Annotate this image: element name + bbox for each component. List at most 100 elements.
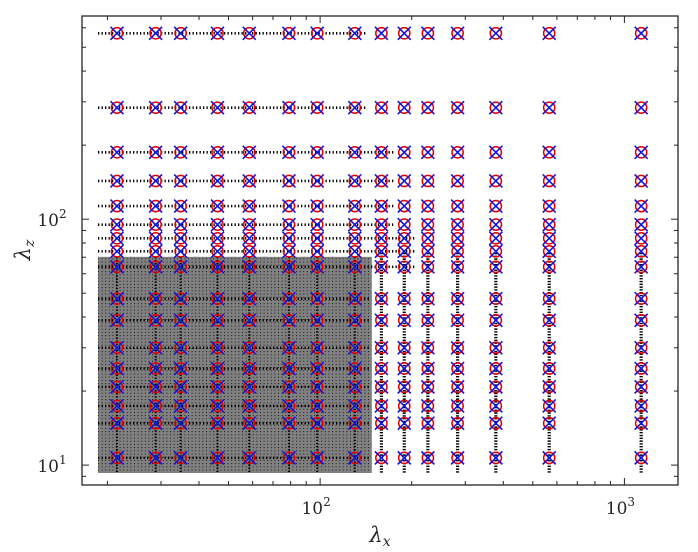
x-marker [210, 26, 225, 41]
circle-marker [211, 380, 224, 394]
x-marker [281, 100, 297, 115]
x-marker [210, 361, 225, 376]
circle-marker [242, 260, 256, 274]
x-marker [148, 199, 163, 214]
x-marker [242, 199, 257, 214]
x-marker [310, 340, 325, 355]
circle-marker [149, 451, 162, 465]
circle-marker [375, 218, 388, 231]
circle-marker [375, 199, 388, 213]
x-marker [542, 379, 557, 394]
circle-marker [211, 260, 224, 274]
circle-marker [489, 341, 503, 355]
circle-marker [451, 145, 464, 159]
x-marker [420, 217, 435, 232]
x-marker [542, 416, 557, 431]
circle-marker [348, 292, 362, 306]
x-marker [542, 173, 557, 189]
x-marker [634, 145, 649, 160]
x-marker [210, 313, 225, 328]
x-marker [450, 416, 465, 431]
x-marker [374, 313, 389, 328]
plot-area [98, 26, 649, 473]
circle-marker [421, 313, 435, 327]
circle-marker [149, 399, 162, 413]
circle-marker [110, 174, 124, 188]
x-marker [397, 145, 412, 160]
x-marker [281, 416, 297, 431]
x-marker [281, 361, 297, 376]
circle-marker [489, 101, 503, 115]
x-marker [420, 26, 435, 41]
circle-marker [110, 26, 124, 40]
circle-marker [149, 416, 162, 430]
x-marker [488, 379, 503, 394]
x-marker [347, 313, 362, 328]
circle-marker [375, 380, 388, 394]
circle-marker [348, 399, 362, 413]
x-marker [542, 340, 557, 355]
circle-marker [634, 362, 648, 375]
x-marker [109, 379, 125, 394]
x-marker [374, 398, 389, 414]
x-marker [420, 450, 435, 465]
circle-marker [634, 101, 648, 115]
x-marker [173, 361, 188, 376]
circle-marker [242, 362, 256, 375]
x-marker [109, 291, 125, 306]
x-marker [374, 26, 389, 41]
x-marker [109, 231, 125, 246]
circle-marker [542, 380, 556, 394]
x-marker [210, 450, 225, 465]
x-marker [450, 291, 465, 306]
x-marker [148, 145, 163, 160]
circle-marker [282, 313, 296, 327]
circle-marker [174, 260, 187, 274]
circle-marker [211, 231, 224, 245]
x-marker [347, 145, 362, 160]
x-marker [450, 199, 465, 214]
x-marker [542, 361, 557, 376]
x-marker [310, 100, 325, 115]
x-marker [542, 259, 557, 274]
x-marker [109, 217, 125, 232]
x-marker [347, 217, 362, 232]
x-marker [242, 26, 257, 41]
circle-marker [397, 362, 411, 375]
circle-marker [421, 145, 435, 159]
x-marker [397, 398, 412, 414]
x-marker [634, 379, 649, 394]
x-marker [173, 26, 188, 41]
x-marker [148, 361, 163, 376]
x-marker [374, 450, 389, 465]
x-marker [173, 416, 188, 431]
x-marker [281, 26, 297, 41]
circle-marker [397, 260, 411, 274]
x-marker [347, 379, 362, 394]
circle-marker [282, 199, 296, 213]
circle-marker [310, 380, 324, 394]
circle-marker [149, 26, 162, 40]
circle-marker [451, 362, 464, 375]
x-marker [420, 100, 435, 115]
x-marker [347, 259, 362, 274]
x-marker [634, 259, 649, 274]
x-marker [634, 26, 649, 41]
circle-marker [397, 145, 411, 159]
x-marker [397, 244, 412, 259]
circle-marker [451, 260, 464, 274]
x-marker [148, 244, 163, 259]
circle-marker [310, 244, 324, 258]
x-marker [310, 450, 325, 465]
x-marker [397, 313, 412, 328]
circle-marker [110, 260, 124, 274]
circle-marker [634, 399, 648, 413]
x-marker [310, 259, 325, 274]
x-marker [542, 217, 557, 232]
circle-marker [375, 174, 388, 188]
circle-marker [282, 399, 296, 413]
x-marker [488, 398, 503, 414]
circle-marker [110, 341, 124, 355]
x-marker [347, 291, 362, 306]
circle-marker [242, 313, 256, 327]
